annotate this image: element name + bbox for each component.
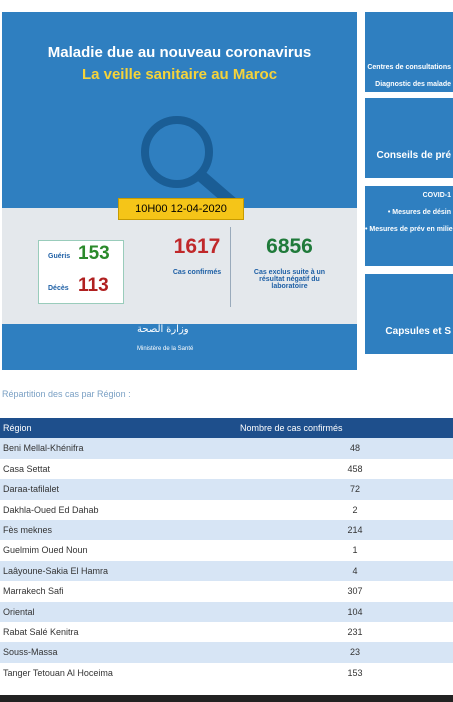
table-row: Fès meknes 214 [0,519,453,541]
count-cell: 23 [349,647,360,658]
column-header: Région [3,423,32,433]
banner-subtitle: La veille sanitaire au Maroc [81,66,278,83]
table-row: Rabat Salé Kenitra 231 [0,622,453,642]
table-row: Souss-Massa 23 [0,642,453,663]
tile-text: • Mesures de prév en milieu de trav [365,226,453,233]
tile[interactable]: Capsules et S [365,274,453,354]
deaths-value: 113 [78,275,109,296]
tile-text: Centres de consultations [367,64,451,71]
region-cell: Oriental [3,606,35,617]
tile-text: • Mesures de désin [387,209,451,216]
count-cell: 4 [352,565,358,576]
table-row: Beni Mellal-Khénifra 48 [0,438,453,459]
column-header: Nombre de cas confirmés [240,423,343,433]
region-cell: Souss-Massa [3,647,58,658]
region-cell: Beni Mellal-Khénifra [3,443,84,454]
tile[interactable]: COVID-1 • Mesures de désin • Mesures de pr… [365,186,453,266]
tile-text: Capsules et S [385,326,451,337]
confirmed-label: Cas confirmés [172,269,222,276]
count-cell: 2 [352,504,358,515]
count-cell: 458 [347,463,363,474]
table: Région Nombre de cas confirmés Beni Mellal… [0,418,453,683]
banner: Maladie due au nouveau coronavirus La ve… [2,12,357,370]
region-cell: Dakhla-Oued Ed Dahab [3,504,99,515]
region-cell: Marrakech Safi [3,586,64,597]
stats-box [38,240,124,304]
table-row: Daraa-tafilalet 72 [0,479,453,500]
recovered-value: 153 [78,243,110,264]
recovered-label: Guéris [48,253,71,260]
tile[interactable]: Centres de consultations Diagnostic des m… [365,12,453,92]
region-cell: Fès meknes [3,524,53,535]
excluded-value: 6856 [266,235,313,258]
region-cell: Tanger Tetouan Al Hoceima [3,667,113,678]
count-cell: 153 [347,667,363,678]
region-cell: Guelmim Oued Noun [3,545,88,556]
tile[interactable]: Conseils de pré [365,98,453,178]
date-badge: 10H00 12-04-2020 [118,198,244,220]
tile-text: COVID-1 [422,192,451,199]
table-caption: Répartition des cas par Région : [2,389,131,399]
table-row: Casa Settat 458 [0,459,453,479]
count-cell: 231 [347,626,363,637]
banner-title: Maladie due au nouveau coronavirus [47,44,312,61]
table-row: Marrakech Safi 307 [0,581,453,601]
ministry-fr: Ministère de la Santé [137,346,194,352]
region-cell: Laâyoune-Sakia El Hamra [3,565,109,576]
count-cell: 214 [347,524,363,535]
region-cell: Rabat Salé Kenitra [3,626,79,637]
count-cell: 48 [349,443,360,454]
count-cell: 1 [352,545,358,556]
confirmed-value: 1617 [173,235,221,258]
ministry-ar: وزارة الصحة [137,324,189,335]
count-cell: 104 [347,606,363,617]
table-row: Dakhla-Oued Ed Dahab 2 [0,500,453,520]
tile-text: Conseils de pré [376,150,451,161]
divider [230,227,231,307]
table-row: Laâyoune-Sakia El Hamra 4 [0,560,453,582]
deaths-label: Décès [48,285,69,292]
table-header: Région Nombre de cas confirmés [0,418,453,439]
region-cell: Daraa-tafilalet [3,484,60,495]
table-row: Oriental 104 [0,601,453,622]
count-cell: 72 [349,484,360,495]
tile-text: Diagnostic des malade [375,81,451,88]
excluded-label: Cas exclus suite à un résultat négatif d… [253,269,326,290]
table-row: Guelmim Oued Noun 1 [0,540,453,560]
region-cell: Casa Settat [3,463,51,474]
bottom-bar [0,695,453,702]
table-row: Tanger Tetouan Al Hoceima 153 [0,663,453,683]
count-cell: 307 [347,586,363,597]
